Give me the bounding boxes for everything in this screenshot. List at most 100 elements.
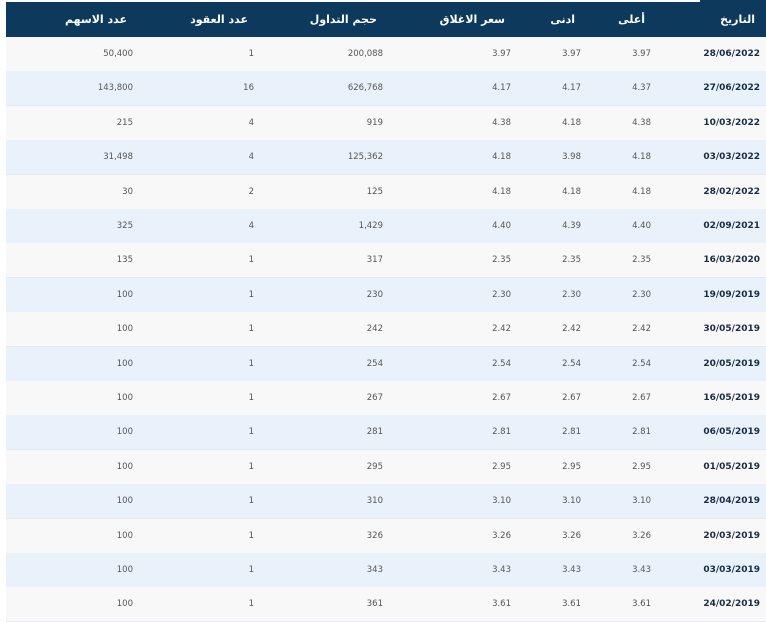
date-cell: 16/03/2020 xyxy=(703,255,760,266)
value-cell: 2.54 xyxy=(632,358,651,369)
value-cell: 281 xyxy=(366,427,383,438)
value-cell: 4 xyxy=(248,152,254,163)
value-cell: 50,400 xyxy=(103,49,133,59)
value-cell: 3.26 xyxy=(562,530,581,541)
value-cell: 1 xyxy=(248,49,254,59)
value-cell: 3.61 xyxy=(492,599,511,610)
column-header: سعر الاغلاق xyxy=(439,13,505,26)
value-cell: 4.18 xyxy=(492,152,511,163)
date-cell: 10/03/2022 xyxy=(703,117,760,128)
value-cell: 1 xyxy=(248,599,254,610)
value-cell: 1,429 xyxy=(358,221,383,231)
value-cell: 2.81 xyxy=(492,427,511,438)
value-cell: 4.37 xyxy=(632,83,651,94)
table-row: 24/02/2019 3.61 3.61 3.61 361 1 100 xyxy=(6,587,766,622)
value-cell: 2.81 xyxy=(632,427,651,438)
column-header: أعلى xyxy=(618,13,645,26)
table-row: 28/02/2022 4.18 4.18 4.18 125 2 30 xyxy=(6,174,766,210)
value-cell: 2.67 xyxy=(492,393,511,403)
top-accent xyxy=(700,0,766,2)
value-cell: 2.81 xyxy=(562,427,581,438)
value-cell: 100 xyxy=(116,289,133,300)
date-cell: 02/09/2021 xyxy=(703,221,760,231)
value-cell: 3.43 xyxy=(492,565,511,575)
value-cell: 16 xyxy=(243,83,254,94)
value-cell: 361 xyxy=(366,599,383,610)
table-row: 03/03/2019 3.43 3.43 3.43 343 1 100 xyxy=(6,553,766,588)
date-cell: 06/05/2019 xyxy=(703,427,760,438)
date-cell: 03/03/2022 xyxy=(703,152,760,163)
date-cell: 28/04/2019 xyxy=(703,496,760,507)
value-cell: 2 xyxy=(248,186,254,197)
table-row: 30/05/2019 2.42 2.42 2.42 242 1 100 xyxy=(6,312,766,348)
date-cell: 20/03/2019 xyxy=(703,530,760,541)
value-cell: 1 xyxy=(248,393,254,403)
value-cell: 100 xyxy=(116,496,133,507)
value-cell: 3.98 xyxy=(562,152,581,163)
value-cell: 295 xyxy=(366,461,383,472)
value-cell: 1 xyxy=(248,530,254,541)
value-cell: 4.38 xyxy=(632,117,651,128)
date-cell: 19/09/2019 xyxy=(703,289,760,300)
value-cell: 1 xyxy=(248,358,254,369)
table-row: 27/06/2022 4.37 4.17 4.17 626,768 16 143,800 xyxy=(6,71,766,107)
value-cell: 3.97 xyxy=(632,49,651,59)
value-cell: 215 xyxy=(116,117,133,128)
table-row: 20/03/2019 3.26 3.26 3.26 326 1 100 xyxy=(6,518,766,554)
value-cell: 343 xyxy=(366,565,383,575)
date-cell: 01/05/2019 xyxy=(703,461,760,472)
table-row: 01/05/2019 2.95 2.95 2.95 295 1 100 xyxy=(6,449,766,485)
value-cell: 200,088 xyxy=(347,49,383,59)
value-cell: 135 xyxy=(116,255,133,266)
value-cell: 2.35 xyxy=(562,255,581,266)
value-cell: 3.97 xyxy=(562,49,581,59)
value-cell: 1 xyxy=(248,461,254,472)
value-cell: 100 xyxy=(116,358,133,369)
value-cell: 125 xyxy=(366,186,383,197)
date-cell: 20/05/2019 xyxy=(703,358,760,369)
value-cell: 2.42 xyxy=(492,324,511,335)
value-cell: 4.17 xyxy=(562,83,581,94)
value-cell: 2.30 xyxy=(492,289,511,300)
value-cell: 310 xyxy=(366,496,383,507)
value-cell: 4.18 xyxy=(632,152,651,163)
value-cell: 100 xyxy=(116,427,133,438)
value-cell: 317 xyxy=(366,255,383,266)
date-cell: 03/03/2019 xyxy=(703,565,760,575)
value-cell: 4.39 xyxy=(562,221,581,231)
table-row: 16/03/2020 2.35 2.35 2.35 317 1 135 xyxy=(6,243,766,279)
date-cell: 28/06/2022 xyxy=(703,49,760,59)
value-cell: 30 xyxy=(122,186,133,197)
value-cell: 3.10 xyxy=(632,496,651,507)
value-cell: 326 xyxy=(366,530,383,541)
table-row: 06/05/2019 2.81 2.81 2.81 281 1 100 xyxy=(6,415,766,451)
value-cell: 2.35 xyxy=(632,255,651,266)
value-cell: 254 xyxy=(366,358,383,369)
value-cell: 4.18 xyxy=(492,186,511,197)
value-cell: 2.42 xyxy=(562,324,581,335)
table-row: 03/03/2022 4.18 3.98 4.18 125,362 4 31,498 xyxy=(6,140,766,176)
date-cell: 28/02/2022 xyxy=(703,186,760,197)
value-cell: 31,498 xyxy=(103,152,133,163)
table-header: التاريخ أعلى ادنى سعر الاغلاق حجم التداول عدد… xyxy=(6,2,766,37)
column-header: حجم التداول xyxy=(309,13,377,26)
value-cell: 125,362 xyxy=(347,152,383,163)
value-cell: 2.95 xyxy=(562,461,581,472)
value-cell: 143,800 xyxy=(97,83,133,94)
value-cell: 4 xyxy=(248,221,254,231)
value-cell: 242 xyxy=(366,324,383,335)
table-row: 20/05/2019 2.54 2.54 2.54 254 1 100 xyxy=(6,346,766,382)
value-cell: 2.95 xyxy=(632,461,651,472)
value-cell: 4.38 xyxy=(492,117,511,128)
value-cell: 2.30 xyxy=(562,289,581,300)
value-cell: 325 xyxy=(116,221,133,231)
value-cell: 100 xyxy=(116,530,133,541)
value-cell: 919 xyxy=(366,117,383,128)
value-cell: 1 xyxy=(248,324,254,335)
value-cell: 2.67 xyxy=(562,393,581,403)
date-cell: 27/06/2022 xyxy=(703,83,760,94)
value-cell: 4.18 xyxy=(632,186,651,197)
value-cell: 2.54 xyxy=(562,358,581,369)
value-cell: 1 xyxy=(248,427,254,438)
